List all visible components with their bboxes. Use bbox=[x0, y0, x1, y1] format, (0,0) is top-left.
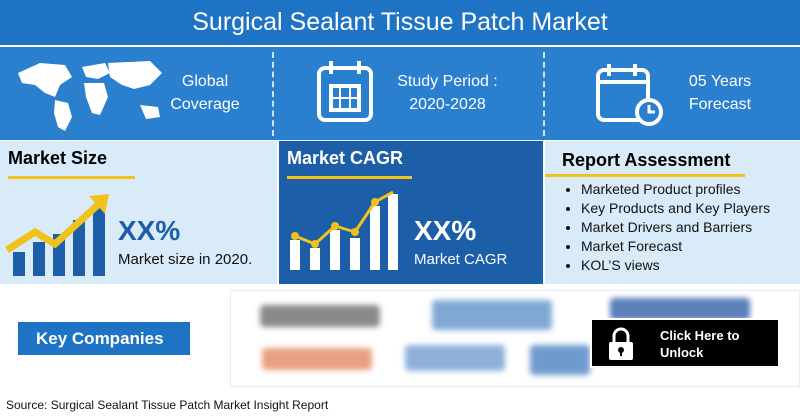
calendar-icon bbox=[317, 61, 373, 122]
value: XX% bbox=[414, 215, 477, 246]
blurred-logo bbox=[260, 305, 380, 327]
unlock-button[interactable]: Click Here to Unlock bbox=[590, 318, 780, 368]
lock-icon bbox=[609, 327, 633, 360]
world-map-icon bbox=[18, 61, 162, 131]
assessment-item: Marketed Product profiles bbox=[581, 180, 770, 199]
growth-icon bbox=[5, 194, 109, 276]
underline bbox=[287, 176, 412, 179]
cagr-icon bbox=[290, 190, 398, 270]
calendar-clock-icon bbox=[596, 64, 663, 126]
separator bbox=[543, 52, 545, 136]
separator bbox=[272, 52, 274, 136]
blurred-logo bbox=[432, 300, 552, 330]
heading: Market Size bbox=[8, 148, 108, 168]
market-size-panel bbox=[0, 141, 277, 284]
underline bbox=[8, 176, 135, 179]
assessment-item: Market Drivers and Barriers bbox=[581, 218, 770, 237]
assessment-item: Key Products and Key Players bbox=[581, 199, 770, 218]
highlight-label: 05 Years Forecast bbox=[688, 73, 752, 113]
blurred-logo bbox=[530, 345, 590, 375]
value: XX% bbox=[118, 215, 181, 246]
blurred-logo bbox=[262, 348, 372, 370]
source: Source: Surgical Sealant Tissue Patch Ma… bbox=[6, 398, 329, 412]
heading: Report Assessment bbox=[562, 150, 731, 170]
assessment-item: Market Forecast bbox=[581, 237, 770, 256]
key-companies-label: Key Companies bbox=[18, 322, 190, 355]
caption: Market CAGR bbox=[414, 251, 508, 268]
caption: Market size in 2020. bbox=[118, 251, 253, 268]
highlight-label: Study Period : 2020-2028 bbox=[397, 73, 498, 113]
underline bbox=[545, 174, 745, 177]
report-assessment-panel bbox=[545, 141, 800, 284]
assessment-list: Marketed Product profilesKey Products an… bbox=[563, 180, 770, 275]
blurred-logo bbox=[405, 345, 505, 371]
market-cagr-panel bbox=[279, 141, 543, 284]
assessment-item: KOL’S views bbox=[581, 256, 770, 275]
heading: Market CAGR bbox=[287, 148, 404, 168]
blurred-logo bbox=[610, 298, 750, 320]
title: Surgical Sealant Tissue Patch Market bbox=[0, 0, 800, 45]
highlight-label: Global Coverage bbox=[170, 73, 240, 113]
unlock-text[interactable]: Click Here to Unlock bbox=[660, 328, 740, 360]
